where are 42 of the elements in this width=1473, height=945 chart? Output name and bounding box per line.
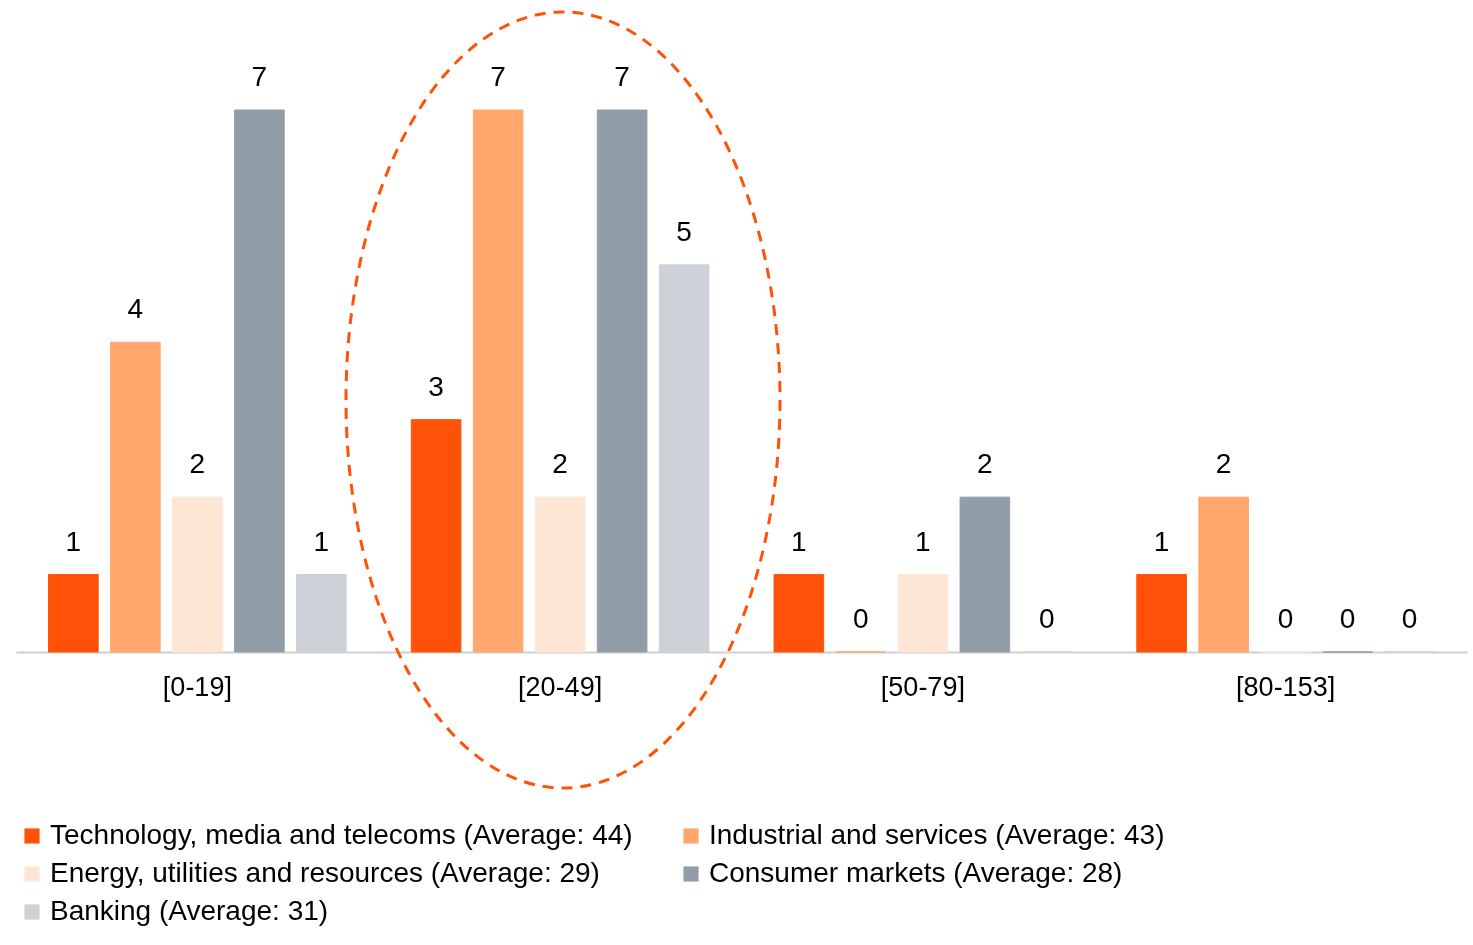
bar (48, 574, 99, 653)
data-label: 1 (313, 525, 330, 557)
data-label: 1 (65, 525, 82, 557)
bar (172, 496, 223, 653)
data-label: 0 (1401, 603, 1418, 634)
data-label: 7 (490, 61, 506, 92)
data-label: 2 (552, 448, 568, 480)
bar (773, 574, 825, 653)
bar (959, 496, 1011, 653)
bar (596, 109, 648, 653)
data-label: 1 (915, 525, 931, 557)
data-label: 5 (676, 215, 692, 247)
bar (897, 574, 949, 653)
data-label: 7 (251, 61, 268, 92)
legend-label: Banking (Average: 31) (50, 895, 329, 926)
x-tick-label: [50-79] (880, 671, 965, 702)
data-label: 1 (1153, 525, 1170, 557)
bar (1136, 574, 1187, 653)
data-label: 2 (1215, 448, 1232, 480)
bar (234, 109, 285, 653)
data-label: 4 (127, 293, 144, 325)
bar (472, 109, 524, 653)
data-label: 0 (1039, 603, 1055, 634)
data-label: 0 (853, 603, 869, 634)
legend-label: Consumer markets (Average: 28) (709, 857, 1123, 888)
data-label: 7 (614, 61, 630, 92)
legend-label: Industrial and services (Average: 43) (709, 819, 1165, 850)
x-tick-label: [80-153] (1236, 671, 1336, 702)
legend-label: Technology, media and telecoms (Average: 44) (50, 819, 633, 850)
data-label: 1 (791, 525, 807, 557)
bar (110, 341, 161, 653)
data-label: 0 (1277, 603, 1294, 634)
data-label: 3 (428, 370, 444, 402)
data-label: 2 (977, 448, 993, 480)
bar (1198, 496, 1249, 653)
bar (534, 496, 586, 653)
bar (410, 419, 462, 653)
legend-label: Energy, utilities and resources (Average: 29) (50, 857, 600, 888)
data-label: 0 (1339, 603, 1356, 634)
data-label: 2 (189, 448, 206, 480)
x-tick-label: [0-19] (162, 671, 232, 702)
x-tick-label: [20-49] (518, 671, 603, 702)
